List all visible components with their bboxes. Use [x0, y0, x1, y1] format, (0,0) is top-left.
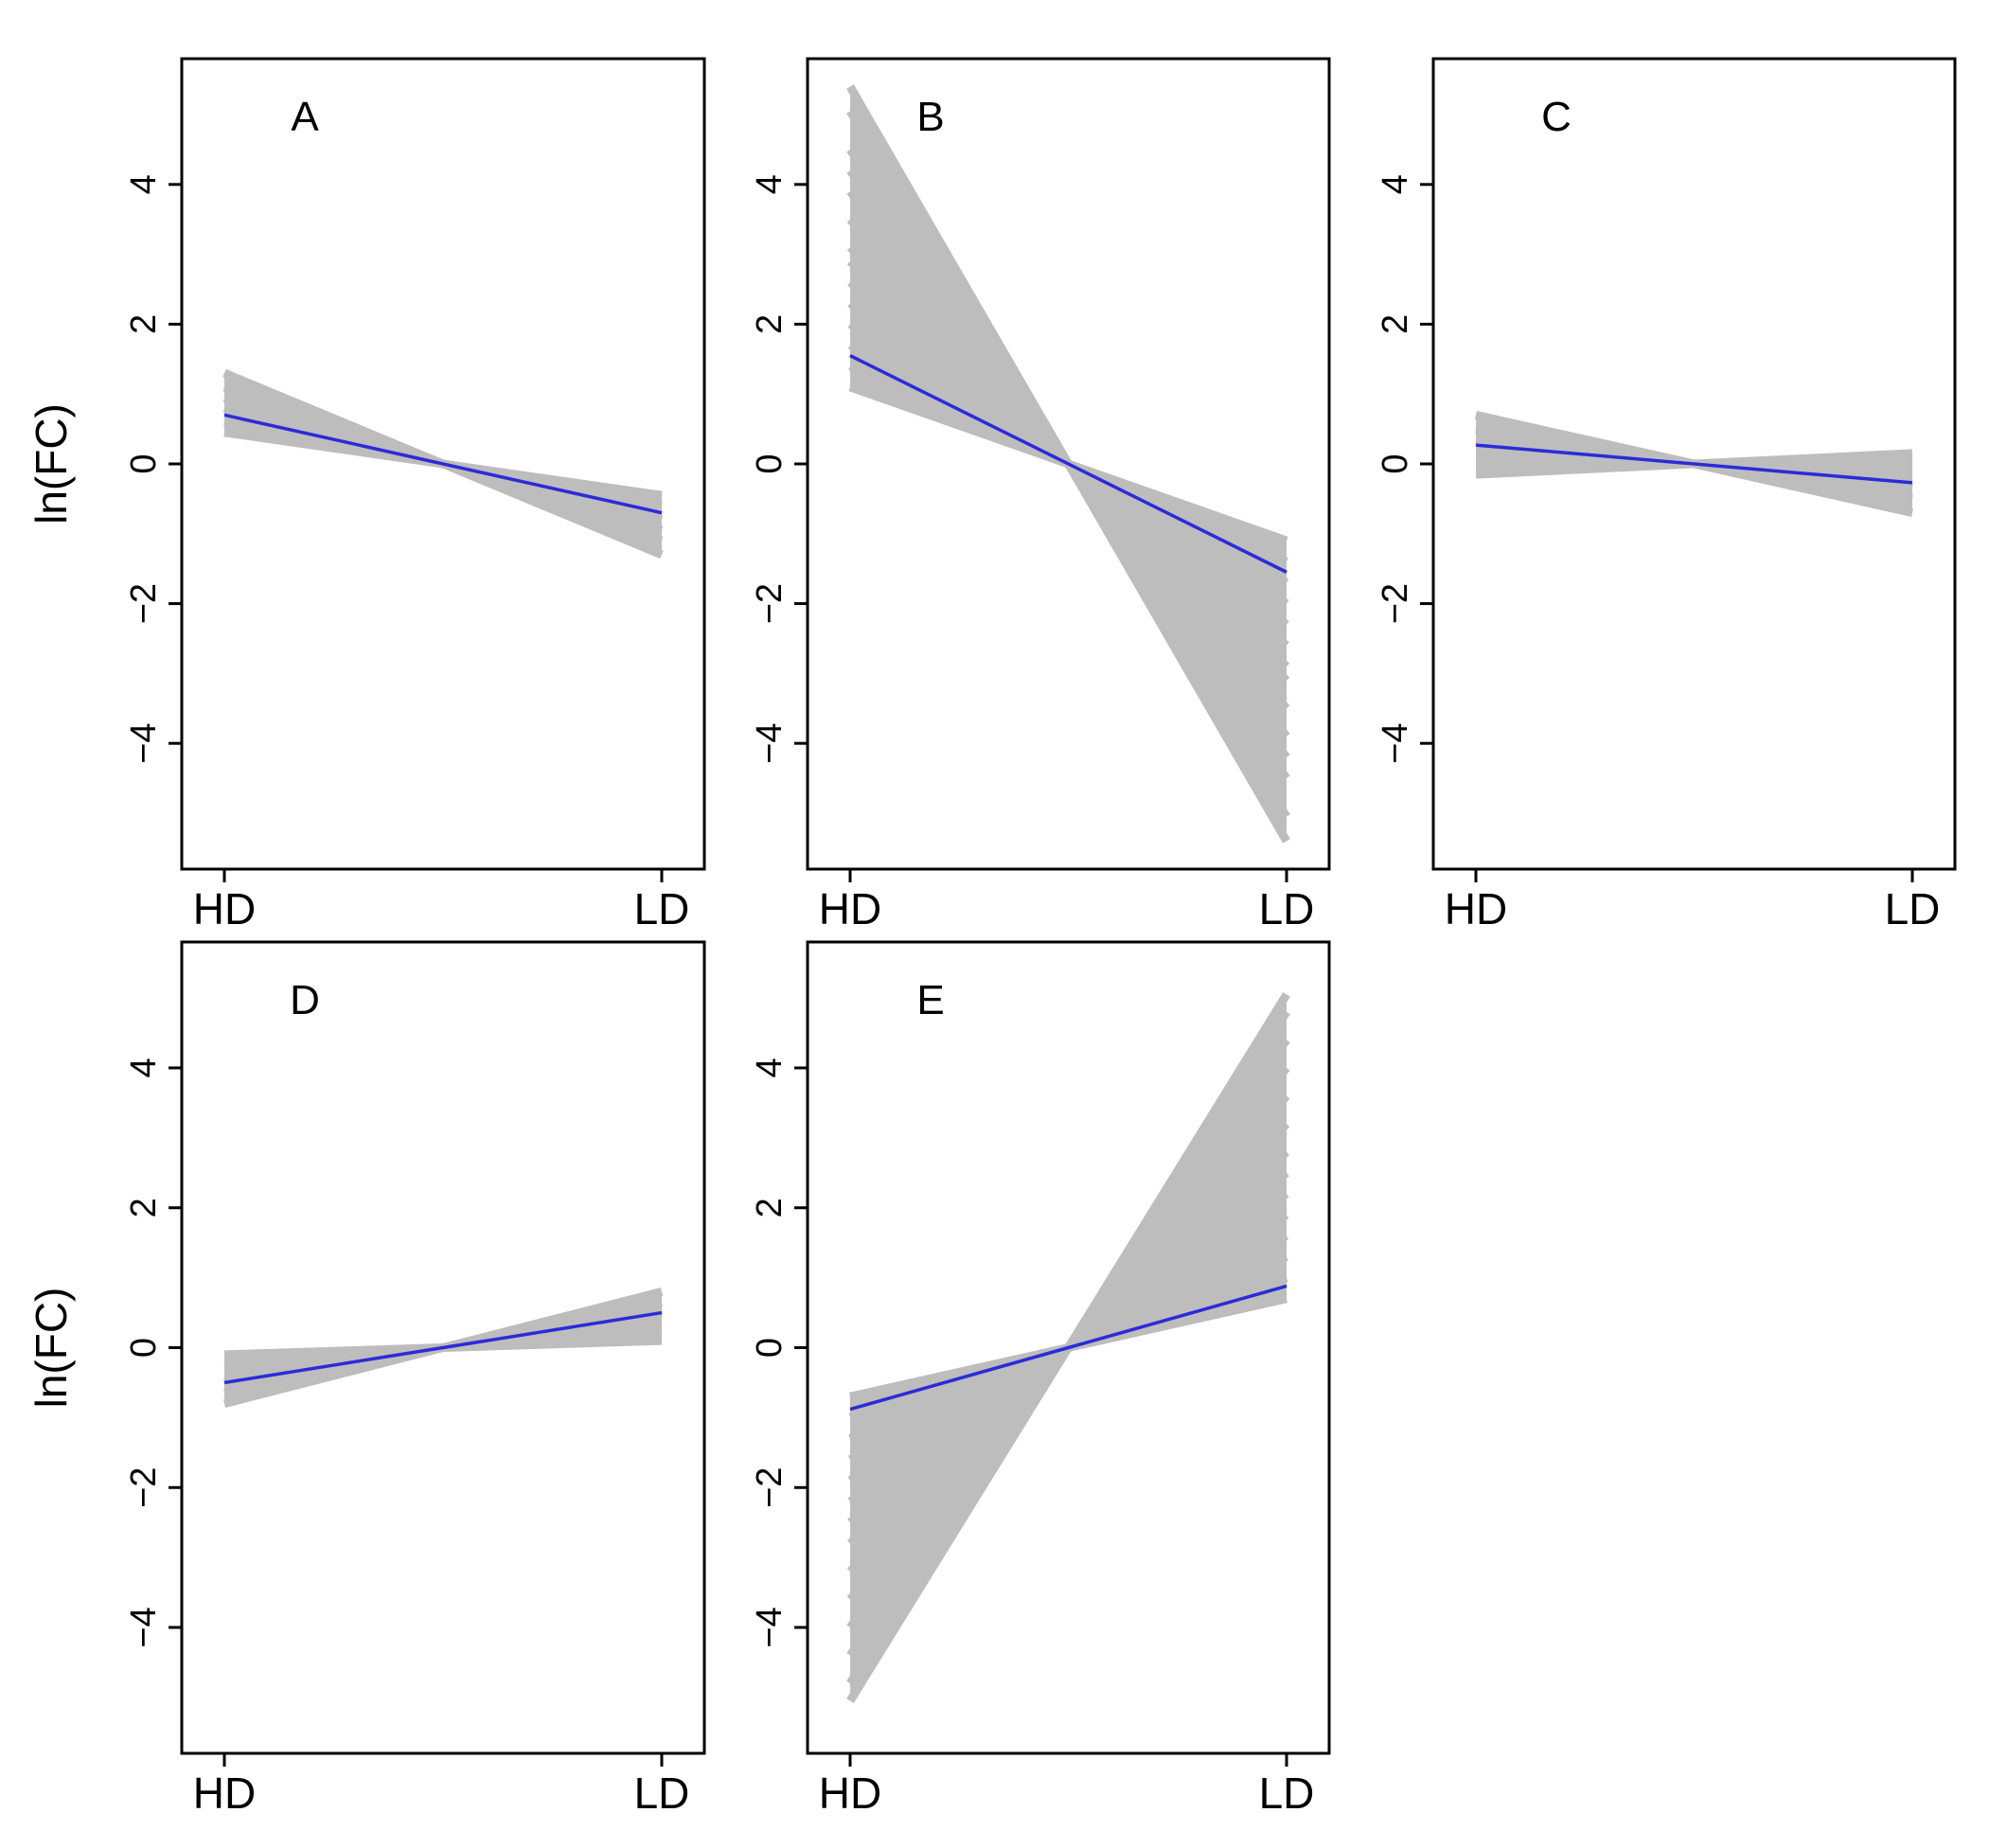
y-tick-label: 2 [750, 1198, 790, 1217]
y-tick-label: −4 [750, 723, 790, 764]
band-fill-ld [443, 464, 662, 555]
y-tick-label: 2 [124, 314, 164, 334]
y-tick-label: −2 [750, 583, 790, 624]
y-tick-label: 2 [124, 1198, 164, 1217]
mean-line [223, 1310, 663, 1385]
y-tick-label: −4 [124, 723, 164, 764]
y-tick-label: 0 [124, 453, 164, 473]
y-tick-label: 4 [750, 1057, 790, 1077]
y-axis-title: ln(FC) [27, 403, 76, 524]
x-tick-label: LD [1885, 884, 1941, 933]
y-tick-label: 0 [124, 1338, 164, 1358]
panel-e: −4 −2 0 2 4 HD LD E [750, 940, 1331, 1818]
x-tick-label: LD [634, 1768, 690, 1818]
mean-line [1475, 443, 1913, 485]
y-tick-label: 0 [1376, 453, 1415, 473]
x-tick-label: HD [819, 1768, 881, 1818]
y-tick-label: 4 [124, 174, 164, 194]
band-fill-ld [443, 1291, 662, 1348]
y-tick-label: 4 [1376, 174, 1415, 194]
y-tick-label: −4 [124, 1607, 164, 1647]
band-fill-hd [224, 373, 443, 464]
panel-b: −4 −2 0 2 4 HD LD B [750, 57, 1331, 933]
x-tick-label: HD [1445, 884, 1507, 933]
panel-label: D [290, 977, 320, 1023]
panel-c: −4 −2 0 2 4 HD LD C [1376, 57, 1957, 933]
y-tick-label: 0 [750, 1338, 790, 1358]
y-tick-label: 2 [1376, 314, 1415, 334]
x-tick-label: LD [1259, 884, 1315, 933]
y-tick-label: −2 [124, 1467, 164, 1508]
panel-label: A [291, 94, 319, 140]
mean-line [849, 354, 1288, 574]
y-tick-label: 4 [124, 1057, 164, 1077]
x-tick-label: HD [193, 884, 256, 933]
panel-d: −4 −2 0 2 4 HD LD Dln(FC) [27, 940, 706, 1818]
y-tick-label: −4 [750, 1607, 790, 1647]
y-axis-title: ln(FC) [27, 1288, 76, 1409]
y-tick-label: 4 [750, 174, 790, 194]
panel-a: −4 −2 0 2 4 HD LD Aln(FC) [27, 57, 706, 933]
band-fill-ld [1068, 464, 1287, 842]
band-fill-hd [850, 1347, 1069, 1701]
x-tick-label: HD [193, 1768, 256, 1818]
y-tick-label: −4 [1376, 723, 1415, 764]
y-tick-label: −2 [124, 583, 164, 624]
band-fill-ld [1068, 994, 1287, 1348]
panel-label: B [916, 94, 944, 140]
y-tick-label: 2 [750, 314, 790, 334]
band-fill-hd [224, 1347, 443, 1404]
y-tick-label: −2 [1376, 583, 1415, 624]
mean-line [849, 1284, 1288, 1412]
band-fill-hd [1476, 415, 1695, 475]
panel-label: E [916, 977, 944, 1023]
y-tick-label: −2 [750, 1467, 790, 1508]
y-tick-label: 0 [750, 453, 790, 473]
x-tick-label: LD [1259, 1768, 1315, 1818]
mean-line [223, 413, 663, 515]
band-fill-hd [850, 86, 1069, 464]
x-tick-label: LD [634, 884, 690, 933]
panel-label: C [1541, 94, 1572, 140]
x-tick-label: HD [819, 884, 881, 933]
band-fill-ld [1694, 453, 1912, 513]
